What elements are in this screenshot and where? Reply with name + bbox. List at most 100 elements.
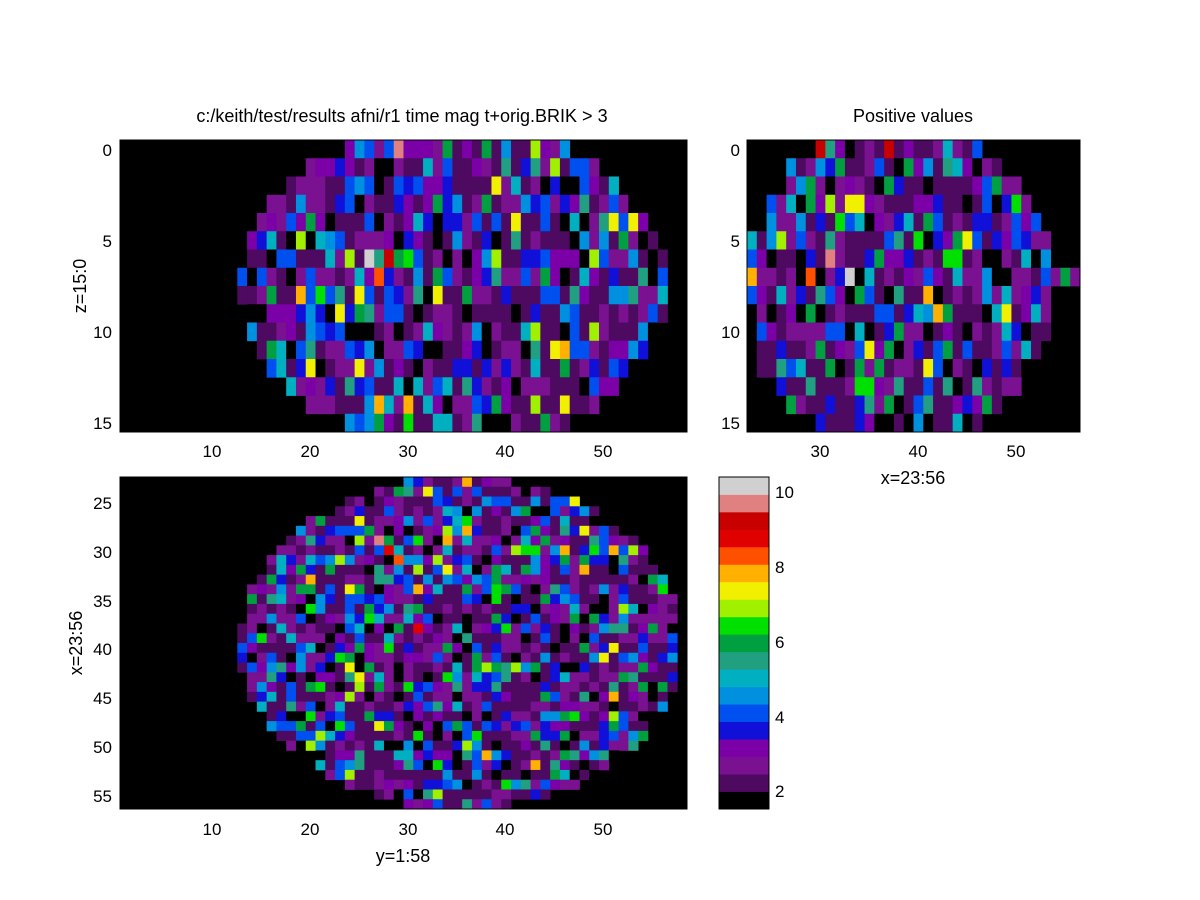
sagittal-x-tick: 10: [203, 442, 222, 461]
heatmap-cell: [305, 267, 316, 287]
heatmap-cell: [550, 377, 561, 396]
heatmap-cell: [276, 286, 287, 305]
heatmap-cell: [599, 213, 610, 232]
heatmap-cell: [256, 691, 268, 702]
heatmap-cell: [579, 584, 590, 595]
heatmap-cell: [364, 194, 375, 214]
heatmap-cell: [599, 525, 610, 536]
heatmap-cell: [452, 477, 463, 488]
heatmap-cell: [1031, 286, 1042, 305]
heatmap-cell: [835, 140, 846, 159]
heatmap-cell: [972, 176, 983, 196]
heatmap-cell: [491, 304, 502, 323]
heatmap-cell: [374, 691, 385, 702]
colorbar-tick: 2: [775, 782, 784, 801]
heatmap-cell: [247, 652, 258, 663]
heatmap-cell: [403, 740, 414, 751]
heatmap-cell: [559, 672, 571, 683]
heatmap-cell: [305, 682, 316, 693]
heatmap-cell: [1031, 213, 1042, 232]
heatmap-cell: [540, 750, 551, 761]
heatmap-cell: [393, 613, 404, 624]
heatmap-cell: [835, 322, 846, 342]
heatmap-cell: [383, 377, 395, 396]
heatmap-cell: [335, 377, 346, 396]
heatmap-cell: [266, 603, 277, 615]
heatmap-cell: [256, 574, 268, 585]
heatmap-cell: [638, 594, 649, 605]
heatmap-cell: [520, 535, 531, 546]
sagittal-y-tick: 0: [103, 141, 112, 160]
heatmap-cell: [786, 304, 797, 323]
heatmap-cell: [1011, 304, 1022, 323]
heatmap-cell: [315, 652, 326, 663]
heatmap-cell: [442, 176, 453, 196]
heatmap-cell: [325, 672, 336, 683]
heatmap-cell: [511, 535, 522, 546]
heatmap-cell: [393, 359, 404, 378]
heatmap-cell: [540, 535, 551, 546]
heatmap-cell: [923, 322, 934, 342]
heatmap-cell: [520, 691, 531, 702]
heatmap-cell: [423, 395, 434, 415]
heatmap-cell: [511, 662, 522, 673]
heatmap-cell: [374, 584, 385, 595]
heatmap-cell: [481, 760, 492, 771]
heatmap-cell: [462, 377, 473, 396]
heatmap-cell: [344, 158, 356, 177]
heatmap-cell: [276, 322, 287, 342]
heatmap-cell: [667, 623, 678, 634]
heatmap-cell: [413, 574, 424, 585]
heatmap-cell: [471, 750, 483, 761]
heatmap-cell: [903, 322, 914, 342]
heatmap-cell: [579, 564, 590, 576]
heatmap-cell: [1031, 322, 1042, 342]
heatmap-cell: [991, 395, 1003, 415]
heatmap-cell: [266, 555, 277, 566]
heatmap-cell: [530, 249, 541, 269]
heatmap-cell: [432, 584, 444, 595]
heatmap-cell: [364, 691, 375, 702]
heatmap-cell: [933, 395, 944, 415]
heatmap-cell: [520, 603, 531, 615]
heatmap-cell: [403, 377, 414, 396]
heatmap-cell: [982, 322, 993, 342]
heatmap-cell: [825, 286, 836, 305]
heatmap-cell: [383, 574, 395, 585]
heatmap-cell: [628, 701, 639, 712]
heatmap-cell: [325, 286, 336, 305]
heatmap-cell: [854, 249, 865, 269]
heatmap-cell: [393, 322, 404, 342]
heatmap-cell: [647, 672, 659, 683]
heatmap-cell: [569, 633, 580, 644]
heatmap-cell: [315, 176, 326, 196]
heatmap-cell: [383, 496, 395, 507]
heatmap-cell: [559, 249, 571, 269]
heatmap-cell: [364, 564, 375, 576]
heatmap-cell: [511, 359, 522, 378]
heatmap-cell: [374, 652, 385, 663]
heatmap-cell: [903, 267, 914, 287]
heatmap-cell: [344, 322, 356, 342]
heatmap-cell: [354, 740, 365, 751]
heatmap-cell: [667, 613, 678, 624]
heatmap-cell: [344, 555, 356, 566]
heatmap-cell: [1001, 249, 1012, 269]
heatmap-cell: [344, 496, 356, 507]
heatmap-cell: [579, 623, 590, 634]
sagittal-y-tick: 10: [93, 323, 112, 342]
heatmap-cell: [550, 779, 561, 790]
heatmap-cell: [747, 231, 758, 250]
heatmap-cell: [756, 322, 767, 342]
heatmap-cell: [354, 652, 365, 663]
heatmap-cell: [452, 194, 463, 214]
heatmap-cell: [550, 395, 561, 415]
heatmap-cell: [864, 377, 875, 396]
heatmap-cell: [374, 740, 385, 751]
heatmap-cell: [344, 682, 356, 693]
heatmap-cell: [952, 395, 963, 415]
heatmap-cell: [295, 377, 307, 396]
axial-x-label: y=1:58: [376, 846, 431, 866]
heatmap-cell: [864, 304, 875, 323]
heatmap-cell: [913, 213, 924, 232]
